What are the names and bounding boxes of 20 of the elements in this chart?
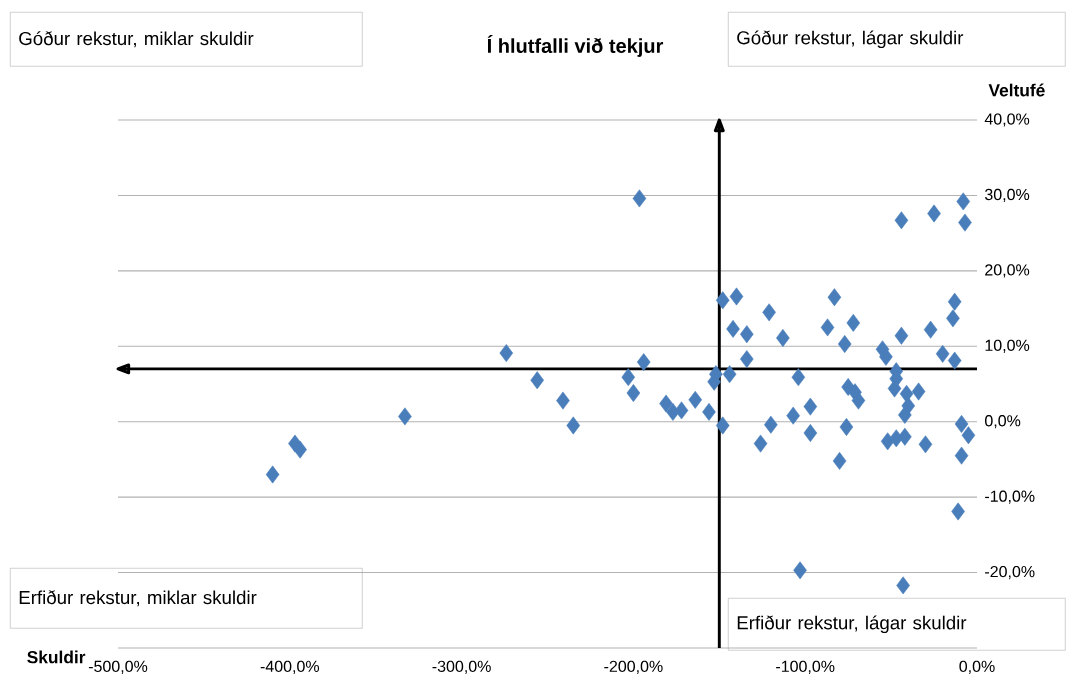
text: Góður rekstur, miklar skuldir	[19, 31, 254, 48]
x-tick-label: -200,0%	[604, 660, 663, 674]
annotation: Erfiður rekstur, miklar skuldir	[19, 590, 257, 607]
x-tick-label: -300,0%	[432, 660, 491, 674]
y-tick-label: -20,0%	[985, 565, 1035, 580]
y-tick-label: 20,0%	[985, 264, 1030, 278]
y-axis-title: Veltufé	[988, 83, 1045, 97]
annotation: Erfiður rekstur, lágar skuldir	[737, 615, 967, 634]
y-tick-label: 0,0%	[985, 415, 1021, 429]
x-tick-label: 0,0%	[959, 660, 995, 674]
x-tick-label: -400,0%	[260, 660, 320, 674]
x-tick-label: -100,0%	[776, 660, 835, 674]
x-tick-label: -500,0%	[88, 660, 148, 674]
y-tick-label: 40,0%	[984, 113, 1030, 127]
text: Góður rekstur, lágar skuldir	[737, 30, 964, 49]
chart-title: Í hlutfalli við tekjur	[487, 35, 664, 57]
x-axis-title: Skuldir	[27, 650, 86, 664]
y-tick-label: 10,0%	[985, 339, 1030, 353]
y-tick-label: 30,0%	[984, 188, 1030, 203]
y-tick-label: -10,0%	[985, 490, 1035, 504]
